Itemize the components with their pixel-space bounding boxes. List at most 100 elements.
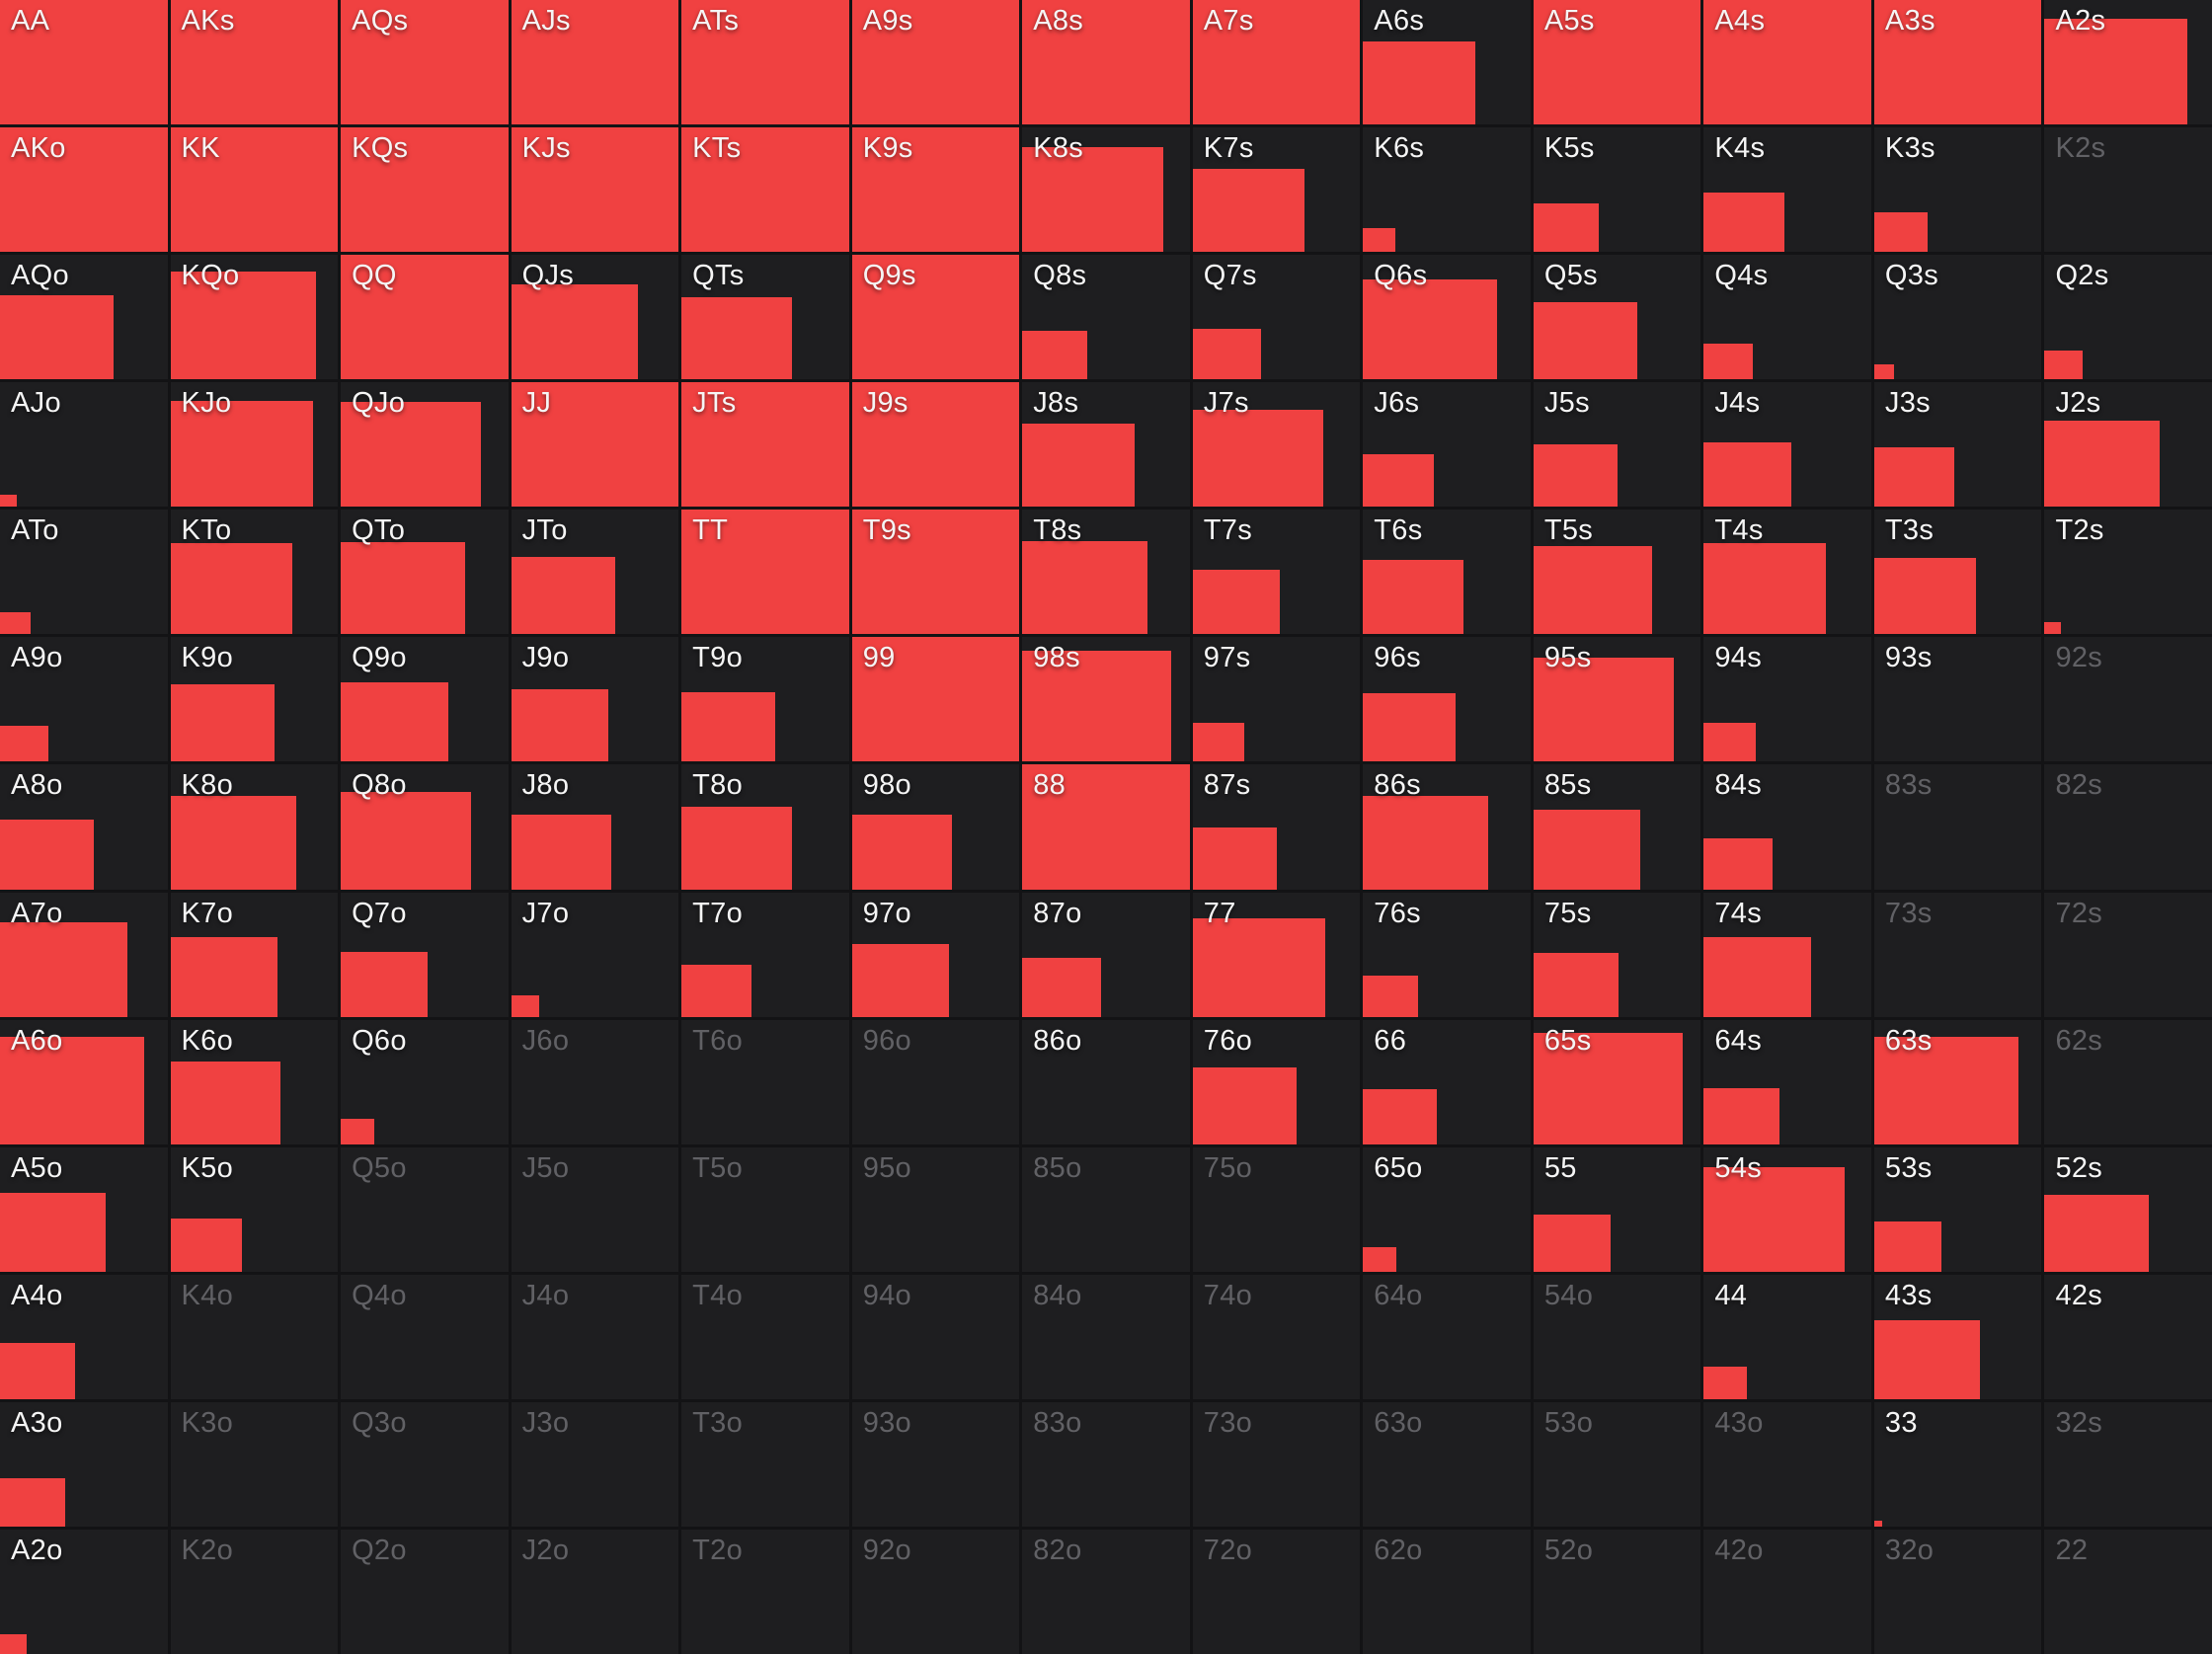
cell-55[interactable]: 55 xyxy=(1533,1146,1701,1272)
cell-KJo[interactable]: KJo xyxy=(170,382,339,508)
cell-T2o[interactable]: T2o xyxy=(681,1529,849,1654)
cell-75o[interactable]: 75o xyxy=(1192,1146,1361,1272)
cell-A2s[interactable]: A2s xyxy=(2044,0,2212,125)
cell-QTo[interactable]: QTo xyxy=(341,510,509,635)
cell-Q7o[interactable]: Q7o xyxy=(341,892,509,1017)
cell-T4s[interactable]: T4s xyxy=(1703,510,1871,635)
cell-QJs[interactable]: QJs xyxy=(511,255,679,380)
cell-K4o[interactable]: K4o xyxy=(170,1274,339,1399)
cell-73o[interactable]: 73o xyxy=(1192,1401,1361,1527)
cell-AKs[interactable]: AKs xyxy=(170,0,339,125)
cell-ATo[interactable]: ATo xyxy=(0,510,168,635)
cell-K7o[interactable]: K7o xyxy=(170,892,339,1017)
cell-K9s[interactable]: K9s xyxy=(851,127,1020,253)
cell-J2o[interactable]: J2o xyxy=(511,1529,679,1654)
cell-32o[interactable]: 32o xyxy=(1873,1529,2042,1654)
cell-87o[interactable]: 87o xyxy=(1022,892,1190,1017)
cell-T9o[interactable]: T9o xyxy=(681,637,849,762)
cell-Q5s[interactable]: Q5s xyxy=(1533,255,1701,380)
cell-A2o[interactable]: A2o xyxy=(0,1529,168,1654)
cell-Q3o[interactable]: Q3o xyxy=(341,1401,509,1527)
cell-AJs[interactable]: AJs xyxy=(511,0,679,125)
cell-A7s[interactable]: A7s xyxy=(1192,0,1361,125)
cell-Q7s[interactable]: Q7s xyxy=(1192,255,1361,380)
cell-A8s[interactable]: A8s xyxy=(1022,0,1190,125)
cell-85o[interactable]: 85o xyxy=(1022,1146,1190,1272)
cell-Q9s[interactable]: Q9s xyxy=(851,255,1020,380)
cell-72s[interactable]: 72s xyxy=(2044,892,2212,1017)
cell-KTs[interactable]: KTs xyxy=(681,127,849,253)
cell-K2o[interactable]: K2o xyxy=(170,1529,339,1654)
cell-J4o[interactable]: J4o xyxy=(511,1274,679,1399)
cell-84s[interactable]: 84s xyxy=(1703,764,1871,890)
cell-AQs[interactable]: AQs xyxy=(341,0,509,125)
cell-83s[interactable]: 83s xyxy=(1873,764,2042,890)
cell-77[interactable]: 77 xyxy=(1192,892,1361,1017)
cell-Q4o[interactable]: Q4o xyxy=(341,1274,509,1399)
cell-76s[interactable]: 76s xyxy=(1363,892,1531,1017)
cell-T9s[interactable]: T9s xyxy=(851,510,1020,635)
cell-QJo[interactable]: QJo xyxy=(341,382,509,508)
cell-92s[interactable]: 92s xyxy=(2044,637,2212,762)
cell-82s[interactable]: 82s xyxy=(2044,764,2212,890)
cell-98o[interactable]: 98o xyxy=(851,764,1020,890)
cell-KQs[interactable]: KQs xyxy=(341,127,509,253)
cell-KQo[interactable]: KQo xyxy=(170,255,339,380)
cell-74o[interactable]: 74o xyxy=(1192,1274,1361,1399)
cell-53o[interactable]: 53o xyxy=(1533,1401,1701,1527)
cell-A3o[interactable]: A3o xyxy=(0,1401,168,1527)
cell-T6o[interactable]: T6o xyxy=(681,1019,849,1144)
cell-J5s[interactable]: J5s xyxy=(1533,382,1701,508)
cell-82o[interactable]: 82o xyxy=(1022,1529,1190,1654)
cell-96o[interactable]: 96o xyxy=(851,1019,1020,1144)
cell-94s[interactable]: 94s xyxy=(1703,637,1871,762)
cell-42s[interactable]: 42s xyxy=(2044,1274,2212,1399)
cell-KJs[interactable]: KJs xyxy=(511,127,679,253)
cell-T2s[interactable]: T2s xyxy=(2044,510,2212,635)
cell-97o[interactable]: 97o xyxy=(851,892,1020,1017)
cell-J7s[interactable]: J7s xyxy=(1192,382,1361,508)
cell-K5s[interactable]: K5s xyxy=(1533,127,1701,253)
cell-99[interactable]: 99 xyxy=(851,637,1020,762)
cell-T3s[interactable]: T3s xyxy=(1873,510,2042,635)
cell-J9s[interactable]: J9s xyxy=(851,382,1020,508)
cell-A5o[interactable]: A5o xyxy=(0,1146,168,1272)
cell-86s[interactable]: 86s xyxy=(1363,764,1531,890)
cell-87s[interactable]: 87s xyxy=(1192,764,1361,890)
cell-T7s[interactable]: T7s xyxy=(1192,510,1361,635)
cell-72o[interactable]: 72o xyxy=(1192,1529,1361,1654)
cell-K3s[interactable]: K3s xyxy=(1873,127,2042,253)
cell-A4s[interactable]: A4s xyxy=(1703,0,1871,125)
cell-42o[interactable]: 42o xyxy=(1703,1529,1871,1654)
cell-64s[interactable]: 64s xyxy=(1703,1019,1871,1144)
cell-K6o[interactable]: K6o xyxy=(170,1019,339,1144)
cell-T5o[interactable]: T5o xyxy=(681,1146,849,1272)
cell-K5o[interactable]: K5o xyxy=(170,1146,339,1272)
cell-JTs[interactable]: JTs xyxy=(681,382,849,508)
cell-44[interactable]: 44 xyxy=(1703,1274,1871,1399)
cell-K7s[interactable]: K7s xyxy=(1192,127,1361,253)
cell-A9o[interactable]: A9o xyxy=(0,637,168,762)
cell-J4s[interactable]: J4s xyxy=(1703,382,1871,508)
cell-T5s[interactable]: T5s xyxy=(1533,510,1701,635)
cell-J3o[interactable]: J3o xyxy=(511,1401,679,1527)
cell-T8s[interactable]: T8s xyxy=(1022,510,1190,635)
cell-A6o[interactable]: A6o xyxy=(0,1019,168,1144)
cell-85s[interactable]: 85s xyxy=(1533,764,1701,890)
cell-QQ[interactable]: QQ xyxy=(341,255,509,380)
cell-AKo[interactable]: AKo xyxy=(0,127,168,253)
cell-AA[interactable]: AA xyxy=(0,0,168,125)
cell-Q3s[interactable]: Q3s xyxy=(1873,255,2042,380)
cell-Q9o[interactable]: Q9o xyxy=(341,637,509,762)
cell-Q6s[interactable]: Q6s xyxy=(1363,255,1531,380)
cell-JJ[interactable]: JJ xyxy=(511,382,679,508)
cell-Q4s[interactable]: Q4s xyxy=(1703,255,1871,380)
cell-62s[interactable]: 62s xyxy=(2044,1019,2212,1144)
cell-K8s[interactable]: K8s xyxy=(1022,127,1190,253)
cell-75s[interactable]: 75s xyxy=(1533,892,1701,1017)
cell-K9o[interactable]: K9o xyxy=(170,637,339,762)
cell-A6s[interactable]: A6s xyxy=(1363,0,1531,125)
cell-94o[interactable]: 94o xyxy=(851,1274,1020,1399)
cell-76o[interactable]: 76o xyxy=(1192,1019,1361,1144)
cell-63s[interactable]: 63s xyxy=(1873,1019,2042,1144)
